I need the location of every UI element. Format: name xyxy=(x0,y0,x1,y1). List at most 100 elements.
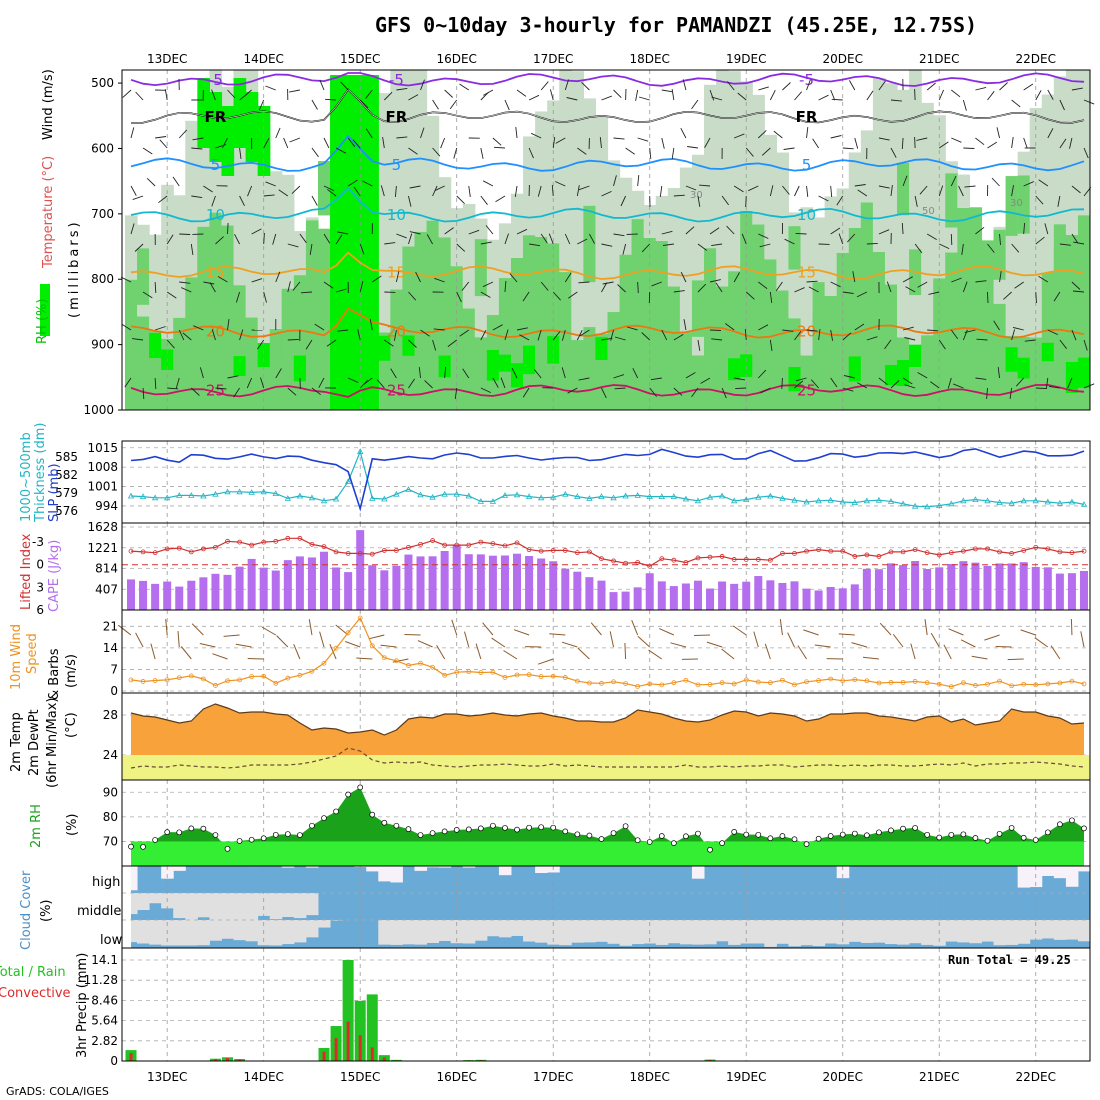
wind-barb xyxy=(904,337,916,341)
thickness-point xyxy=(948,500,955,507)
rh-cell xyxy=(860,202,874,410)
rh-cell xyxy=(185,120,198,278)
rh2m-point xyxy=(502,825,508,831)
temp2m-label-4: (°C) xyxy=(64,712,79,738)
temp2m-label-1: 2m Temp xyxy=(9,712,24,772)
thickness-point xyxy=(513,491,521,498)
rh-cell xyxy=(993,229,1007,280)
li-point xyxy=(767,557,773,563)
li-point xyxy=(345,551,351,556)
rh2m-point xyxy=(984,837,991,844)
li-point xyxy=(309,541,315,547)
rh-cell xyxy=(583,205,597,283)
rh2m-point xyxy=(562,828,569,835)
rh2m-point xyxy=(236,838,243,844)
wind10m-point xyxy=(997,678,1002,684)
thickness-point xyxy=(357,448,364,454)
cloud-high-gap xyxy=(1077,866,1091,872)
wind10m-barb xyxy=(1007,658,1024,661)
cape-bar xyxy=(633,587,642,610)
wind-barb xyxy=(551,184,554,197)
wind-barb xyxy=(854,323,865,331)
precip-tick: 0 xyxy=(110,1054,118,1068)
rh2m-point xyxy=(490,822,496,829)
cloud-low-gap xyxy=(728,920,741,945)
wind-barb xyxy=(748,185,759,192)
rh2m-point xyxy=(140,843,146,850)
wind-barb xyxy=(258,99,265,111)
wind-barb xyxy=(866,242,878,245)
wind10m-barb xyxy=(392,658,409,663)
cloud-low-gap xyxy=(619,920,633,946)
wind-barb xyxy=(154,326,166,331)
wind-barb xyxy=(927,329,939,332)
wind-barb xyxy=(1047,89,1054,100)
rh-cell xyxy=(523,235,536,294)
cape-bar xyxy=(404,554,413,610)
li-point xyxy=(912,547,918,553)
wind-barb xyxy=(601,190,612,197)
wind10m-barb xyxy=(235,643,252,648)
wind-barb xyxy=(884,339,892,350)
wind10m-point xyxy=(683,677,689,683)
rh2m-point xyxy=(1008,825,1015,831)
wind-barb xyxy=(1024,339,1036,342)
wind-barb xyxy=(549,89,554,101)
rh2m-point xyxy=(827,833,834,839)
wind-barb xyxy=(781,377,783,390)
wind10m-barb xyxy=(150,643,156,660)
wind-barb xyxy=(424,380,433,389)
cloud-low-gap xyxy=(945,920,958,942)
rh-cell xyxy=(293,231,307,276)
rh2m-point xyxy=(333,808,339,815)
wind-barb xyxy=(314,323,325,331)
cloud-low-gap xyxy=(402,920,415,945)
rh-cell xyxy=(450,266,464,410)
cape-bar xyxy=(1007,563,1016,610)
wind-barb xyxy=(830,281,841,288)
wind-barb xyxy=(453,147,458,159)
wind-barb xyxy=(704,137,711,148)
wind-barb xyxy=(577,238,588,245)
cloud-low-label: low xyxy=(100,933,123,948)
cape-bar xyxy=(597,580,606,610)
wind-barb xyxy=(1059,99,1065,111)
rh2m-point xyxy=(224,845,231,852)
wind-barb xyxy=(757,130,767,139)
wind-barb xyxy=(323,281,334,289)
wind-barb xyxy=(987,243,995,253)
rh-cell xyxy=(197,234,211,410)
wind-barb xyxy=(233,387,240,398)
wind-barb xyxy=(842,387,854,392)
wind10m-barb xyxy=(199,643,216,648)
rh-cell xyxy=(884,83,898,285)
cape-bar xyxy=(911,561,920,610)
cape-bar xyxy=(271,570,280,610)
dewpoint-line xyxy=(130,747,1085,769)
wind-barb xyxy=(975,377,987,380)
date-label-bottom: 15DEC xyxy=(340,1070,380,1084)
cape-bar xyxy=(320,551,329,610)
rh-cell xyxy=(909,344,922,368)
wind-barb xyxy=(1057,195,1061,207)
rh-cell xyxy=(547,100,560,244)
isotherm-label: 25 xyxy=(206,381,225,399)
temp2m-panel: 24 28 xyxy=(103,692,1091,781)
rh2m-point xyxy=(477,825,484,832)
cape-label: CAPE (J/kg) xyxy=(47,540,62,612)
wind-barb xyxy=(938,339,946,350)
wind10m-point xyxy=(297,672,303,678)
rh2m-point xyxy=(369,811,376,818)
cloud-low-gap xyxy=(667,920,681,944)
wind-barb xyxy=(733,272,740,283)
wind-barb xyxy=(420,79,425,91)
wind-barb xyxy=(836,195,844,206)
thickness-point xyxy=(791,496,798,503)
wind-barb xyxy=(504,233,509,245)
wind-barb xyxy=(265,181,276,187)
thickness-point xyxy=(381,495,388,502)
wind-barb xyxy=(1035,195,1044,205)
wind10m-point xyxy=(743,677,749,683)
rh-cell xyxy=(197,226,211,277)
cape-bar xyxy=(1019,562,1028,610)
